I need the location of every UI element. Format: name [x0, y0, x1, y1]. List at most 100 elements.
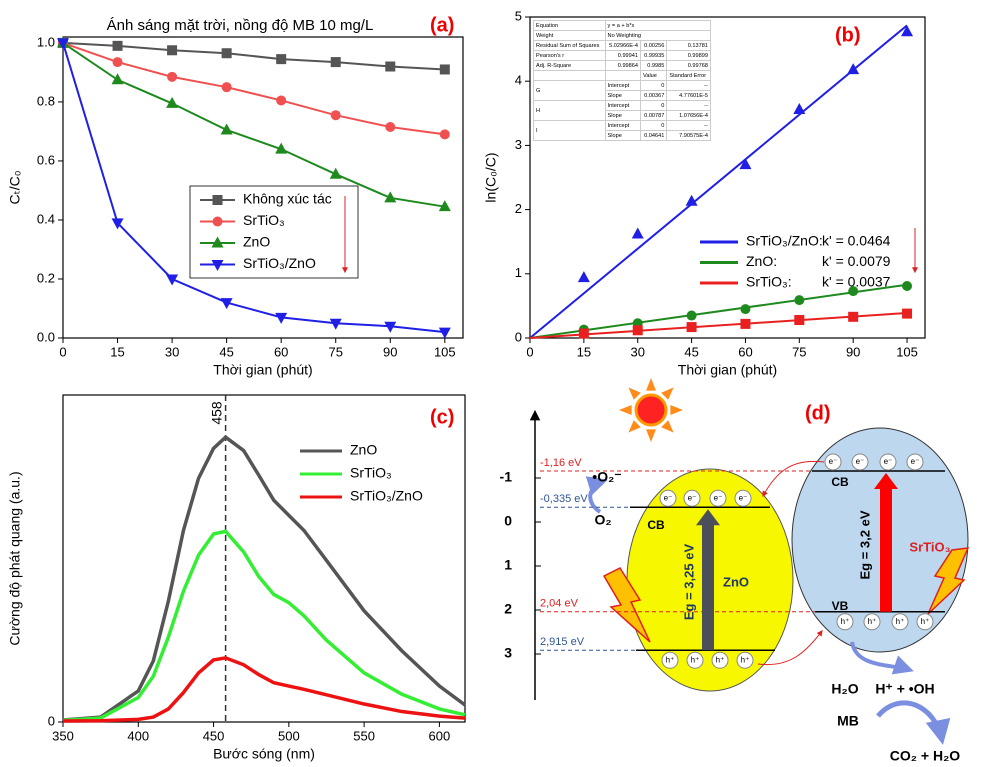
table-cell: y = a + b*x: [605, 21, 710, 31]
table-cell: 0.99899: [667, 51, 711, 61]
x-tick-label: 0: [526, 344, 533, 359]
x-tick-label: 550: [353, 728, 375, 743]
table-cell: 0.9985: [641, 61, 667, 71]
marker: [222, 48, 232, 58]
x-tick-label: 60: [738, 344, 752, 359]
marker: [276, 54, 286, 64]
y-tick-label: 0.6: [37, 152, 55, 167]
carrier-label: e⁻: [714, 493, 723, 502]
y-axis-label: Cₜ/C₀: [7, 170, 23, 204]
energy-level-label: 2,915 eV: [540, 636, 585, 648]
marker: [794, 315, 804, 325]
marker: [167, 45, 177, 55]
y-tick-label: 3: [515, 137, 522, 152]
marker: [687, 311, 697, 321]
y-tick-label: 0.8: [37, 93, 55, 108]
marker: [222, 82, 232, 92]
x-axis-label: Thời gian (phút): [678, 362, 777, 378]
sun-ray: [619, 405, 632, 415]
legend-label: SrTiO₃: [350, 465, 392, 481]
carrier-label: e⁻: [829, 457, 838, 466]
x-tick-label: 350: [52, 728, 74, 743]
table-row: Adj. R-Square0.998640.99850.99768: [534, 61, 711, 71]
x-tick-label: 45: [684, 344, 698, 359]
carrier-label: h⁺: [921, 617, 930, 626]
sun-ray: [628, 420, 640, 432]
table-cell: 0.13781: [667, 41, 711, 51]
x-tick-label: 75: [328, 344, 342, 359]
carrier-label: h⁺: [741, 655, 750, 664]
marker: [113, 41, 123, 51]
x-tick-label: 90: [846, 344, 860, 359]
table-row: Residual Sum of Squares5.02966E-40.00256…: [534, 41, 711, 51]
legend-k: k' = 0.0079: [822, 253, 891, 269]
y-axis-label: ln(C₀/C): [483, 152, 499, 202]
x-tick-label: 15: [577, 344, 591, 359]
marker: [902, 281, 912, 291]
x-tick-label: 450: [203, 728, 225, 743]
table-cell: No Weighting: [605, 31, 710, 41]
table-cell: Slope: [605, 91, 640, 101]
marker: [276, 95, 286, 105]
table-cell: 0: [641, 121, 667, 131]
y-tick-label: 0.0: [37, 329, 55, 344]
carrier-label: e⁻: [884, 457, 893, 466]
legend-label: ZnO: [243, 234, 270, 250]
marker: [167, 72, 177, 82]
diagram-text: ZnO: [723, 574, 749, 589]
table-cell: 0.04641: [641, 131, 667, 141]
carrier-label: e⁻: [688, 493, 697, 502]
diagram-text: •O₂⁻: [592, 469, 621, 485]
series-line: [63, 531, 465, 720]
carrier-label: e⁻: [856, 457, 865, 466]
carrier-label: h⁺: [716, 655, 725, 664]
marker: [633, 325, 643, 335]
series-line: [63, 658, 465, 721]
panel-label: (a): [430, 14, 454, 36]
y-tick-label: 1.0: [37, 34, 55, 49]
table-row: WeightNo Weighting: [534, 31, 711, 41]
diagram-text: CB: [647, 518, 665, 532]
chart-title: Ánh sáng mặt trời, nồng độ MB 10 mg/L: [107, 17, 374, 34]
table-cell: [534, 71, 606, 81]
energy-level-label: -0,335 eV: [540, 493, 588, 505]
carrier-label: e⁻: [664, 493, 673, 502]
x-tick-label: 75: [792, 344, 806, 359]
table-cell: 0.99768: [667, 61, 711, 71]
table-cell: Adj. R-Square: [534, 61, 606, 71]
table-cell: 0.00787: [641, 111, 667, 121]
marker: [439, 328, 451, 339]
y-tick-label: 0: [515, 329, 522, 344]
table-cell: 7.90575E-4: [667, 131, 711, 141]
marker: [632, 227, 644, 238]
y-axis-label: Cường độ phát quang (a.u.): [7, 471, 23, 645]
x-tick-label: 15: [110, 344, 124, 359]
diagram-text: VB: [832, 599, 849, 613]
marker: [385, 122, 395, 132]
carrier-label: h⁺: [666, 655, 675, 664]
table-cell: 0.99864: [605, 61, 640, 71]
table-cell: Slope: [605, 111, 640, 121]
table-cell: 0.00256: [641, 41, 667, 51]
diagram-text: CB: [831, 475, 849, 489]
table-cell: Weight: [534, 31, 606, 41]
energy-tick-label: 3: [504, 645, 512, 661]
table-cell: --: [667, 101, 711, 111]
marker: [213, 195, 223, 205]
marker: [579, 329, 589, 339]
table-cell: Value: [641, 71, 667, 81]
marker: [902, 309, 912, 319]
panel-label: (d): [805, 402, 831, 424]
figure: Ánh sáng mặt trời, nồng độ MB 10 mg/L (d…: [0, 0, 981, 767]
legend-label: ZnO: [350, 442, 377, 458]
diagram-text: H₂O: [831, 681, 858, 697]
x-tick-label: 105: [434, 344, 456, 359]
carrier-label: e⁻: [911, 457, 920, 466]
sun-ray: [661, 387, 673, 399]
plot-frame: [63, 395, 465, 722]
table-cell: Intercept: [605, 81, 640, 91]
diagram-text: MB: [837, 713, 859, 729]
